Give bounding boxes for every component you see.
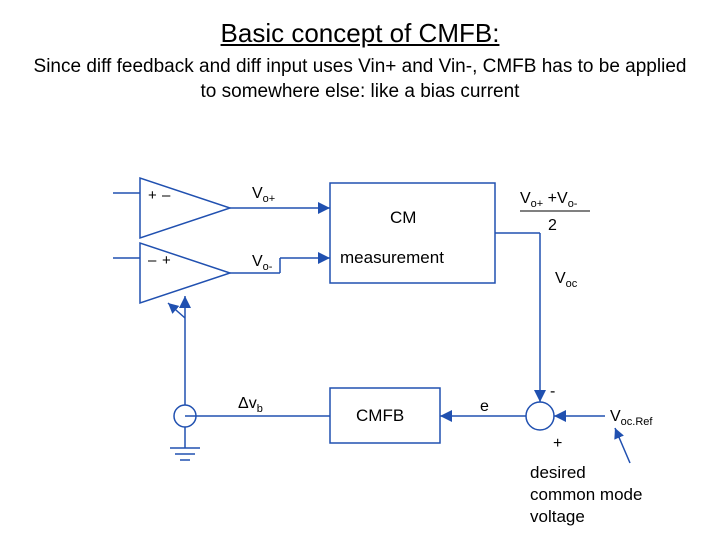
bias-branch bbox=[168, 303, 185, 318]
amp-bot-plus: + bbox=[162, 252, 171, 269]
label-dvb: Δvb bbox=[238, 395, 263, 415]
measurement-label: measurement bbox=[340, 248, 444, 267]
label-vocref: Voc.Ref bbox=[610, 408, 653, 428]
frac-top: Vo+ +Vo- bbox=[520, 190, 578, 210]
sum-plus: + bbox=[553, 435, 562, 452]
desired-text: desired common mode voltage bbox=[530, 463, 647, 526]
amp-top-minus: – bbox=[162, 187, 171, 204]
amp-top-plus: + bbox=[148, 187, 157, 204]
diagram-canvas: + – – + Vo+ Vo- CM measurement Vo+ +Vo- … bbox=[0, 18, 720, 558]
cm-box bbox=[330, 183, 495, 283]
label-voplus: Vo+ bbox=[252, 185, 275, 205]
cmfb-label: CMFB bbox=[356, 406, 404, 425]
sum-minus: - bbox=[550, 383, 555, 400]
label-vominus: Vo- bbox=[252, 253, 273, 273]
label-e: e bbox=[480, 398, 489, 415]
amp-bot-minus: – bbox=[148, 252, 157, 269]
frac-bottom: 2 bbox=[548, 217, 557, 234]
cm-label: CM bbox=[390, 208, 416, 227]
label-voc: Voc bbox=[555, 270, 578, 290]
summing-node bbox=[526, 402, 554, 430]
vocref-pointer bbox=[615, 428, 630, 463]
